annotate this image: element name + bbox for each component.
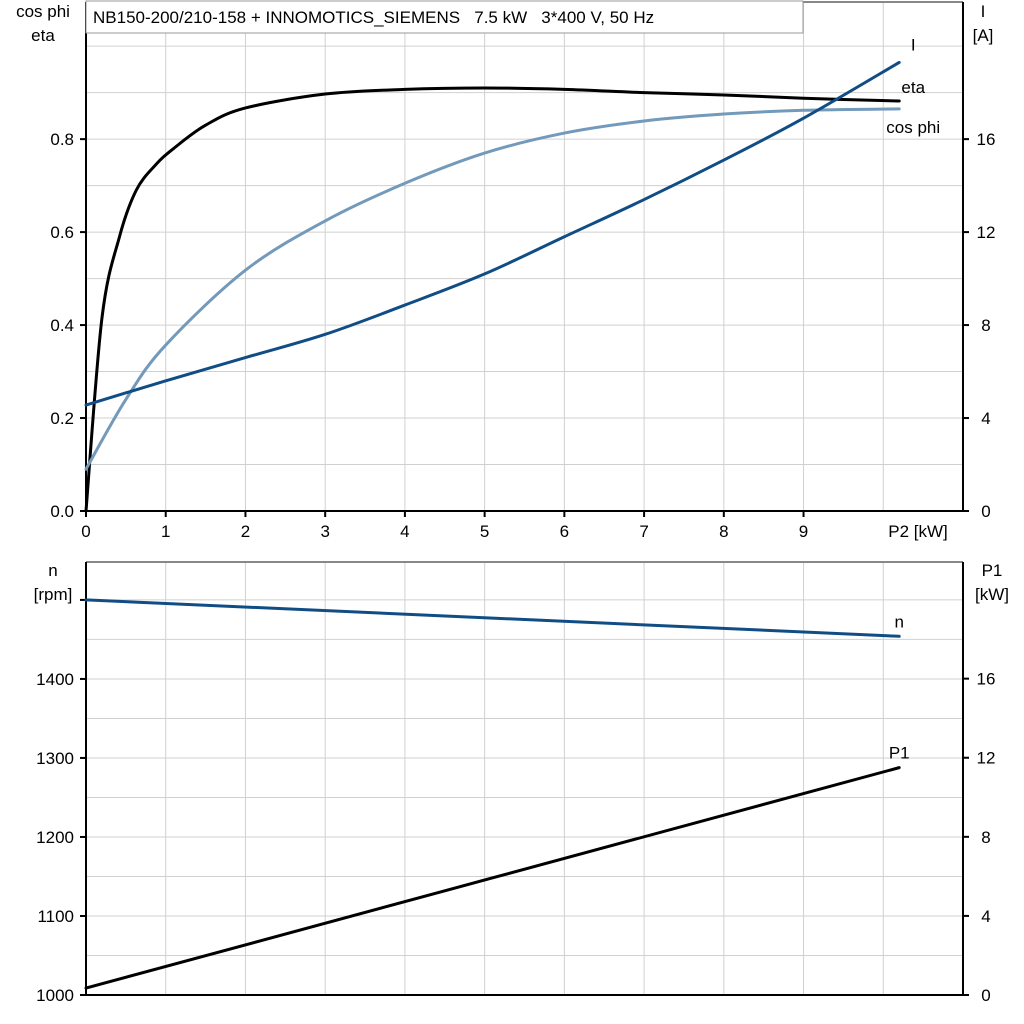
right-tick-label: 8 bbox=[981, 316, 990, 335]
series-eta-line bbox=[84, 86, 901, 513]
left-tick-label: 1100 bbox=[37, 907, 74, 926]
chart-title: NB150-200/210-158 + INNOMOTICS_SIEMENS 7… bbox=[93, 8, 654, 27]
right-tick-label: 8 bbox=[981, 828, 990, 847]
left-axis-label: cos phi bbox=[16, 2, 70, 21]
x-tick-label: 7 bbox=[639, 522, 648, 541]
right-tick-label: 0 bbox=[981, 502, 990, 521]
left-tick-label: 0.2 bbox=[50, 409, 74, 428]
x-tick-label: 4 bbox=[400, 522, 409, 541]
left-tick-label: 0.0 bbox=[50, 502, 74, 521]
series-n-label: n bbox=[894, 612, 903, 631]
series-p1-label: P1 bbox=[889, 744, 910, 763]
left-tick-label: 0.8 bbox=[50, 130, 74, 149]
title-box bbox=[85, 0, 804, 34]
right-axis-label: [A] bbox=[973, 26, 994, 45]
right-tick-label: 12 bbox=[977, 749, 996, 768]
right-tick-label: 16 bbox=[977, 670, 996, 689]
left-axis-label: eta bbox=[31, 26, 55, 45]
left-tick-label: 1000 bbox=[36, 986, 74, 1005]
x-tick-label: 9 bbox=[799, 522, 808, 541]
x-tick-label: 1 bbox=[161, 522, 170, 541]
right-tick-label: 12 bbox=[977, 223, 996, 242]
right-tick-label: 0 bbox=[981, 986, 990, 1005]
x-tick-label: 6 bbox=[560, 522, 569, 541]
x-tick-label: 5 bbox=[480, 522, 489, 541]
right-tick-label: 4 bbox=[981, 409, 990, 428]
x-tick-label: 8 bbox=[719, 522, 728, 541]
left-tick-label: 0.6 bbox=[50, 223, 74, 242]
x-tick-label: 0 bbox=[81, 522, 90, 541]
right-axis-label: I bbox=[981, 2, 986, 21]
x-tick-label: 3 bbox=[320, 522, 329, 541]
series-cos-phi-line bbox=[84, 107, 901, 471]
series-eta-label: eta bbox=[901, 78, 925, 97]
series-i-label: I bbox=[911, 35, 916, 54]
right-axis-label: P1 bbox=[982, 561, 1003, 580]
left-tick-label: 0.4 bbox=[50, 316, 74, 335]
right-axis-label: [kW] bbox=[975, 585, 1009, 604]
left-tick-label: 1200 bbox=[36, 828, 74, 847]
bottom-chart: 1000 1100 1200 1300 1400 0 4 8 12 16 n [rpm] P1 [kW] n… bbox=[34, 561, 1009, 1005]
left-tick-label: 1300 bbox=[36, 749, 74, 768]
series-i-line bbox=[84, 60, 901, 407]
x-axis-label: P2 [kW] bbox=[888, 522, 948, 541]
series-cos-phi-label: cos phi bbox=[886, 118, 940, 137]
right-tick-label: 16 bbox=[977, 130, 996, 149]
x-tick-label: 2 bbox=[241, 522, 250, 541]
series-p1-line bbox=[84, 766, 901, 990]
left-axis-label: n bbox=[48, 561, 57, 580]
left-tick-label: 1400 bbox=[36, 670, 74, 689]
right-tick-label: 4 bbox=[981, 907, 990, 926]
left-axis-label: [rpm] bbox=[34, 585, 73, 604]
series-n-line bbox=[84, 598, 901, 638]
